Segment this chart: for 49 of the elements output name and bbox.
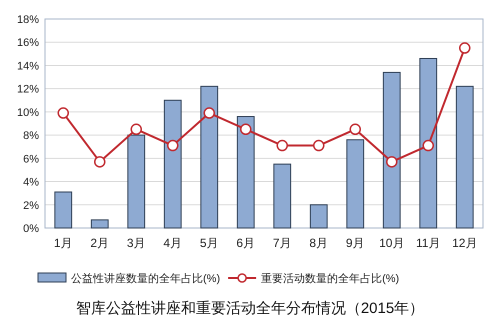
point — [350, 124, 361, 136]
point — [130, 124, 142, 136]
x-tick-label: 6月 — [236, 236, 256, 250]
x-tick-label: 8月 — [309, 236, 328, 250]
bar — [419, 58, 438, 228]
bar — [273, 164, 292, 228]
x-tick-label: 4月 — [163, 236, 182, 250]
point — [58, 107, 69, 119]
bar — [382, 72, 401, 228]
y-tick-label: 14% — [16, 60, 40, 72]
y-tick-label: 16% — [16, 37, 40, 50]
point — [94, 156, 106, 168]
y-tick-label: 4% — [23, 176, 40, 189]
point — [313, 140, 324, 152]
point — [167, 140, 178, 152]
y-tick-label: 2% — [23, 200, 40, 212]
bar — [236, 116, 255, 228]
y-tick-label: 8% — [23, 130, 40, 142]
x-tick-label: 12月 — [452, 236, 478, 250]
x-tick-label: 3月 — [126, 236, 146, 250]
bar — [310, 204, 328, 228]
point — [422, 140, 434, 152]
x-tick-label: 11月 — [416, 236, 440, 250]
y-tick-label: 10% — [16, 106, 40, 119]
x-tick-label: 9月 — [346, 236, 365, 250]
point — [276, 140, 288, 152]
bar — [90, 219, 109, 228]
legend-label: 公益性讲座数量的全年占比(%) — [71, 272, 220, 285]
x-tick-label: 10月 — [379, 236, 404, 250]
bar — [200, 86, 218, 228]
x-tick-label: 7月 — [272, 236, 292, 250]
point — [240, 124, 252, 136]
legend-label: 重要活动数量的全年占比(%) — [261, 272, 400, 285]
text: 智库公益性讲座和重要活动全年分布情况（2015年） — [76, 300, 424, 317]
point — [204, 107, 215, 119]
point — [386, 156, 398, 168]
point — [459, 42, 470, 54]
bar — [54, 192, 72, 228]
x-tick-label: 1月 — [54, 236, 73, 250]
y-tick-label: 18% — [16, 14, 40, 26]
bar — [456, 86, 474, 228]
bar — [127, 134, 146, 228]
y-tick-label: 12% — [16, 84, 40, 96]
x-tick-label: 5月 — [200, 236, 219, 250]
bar — [164, 100, 182, 228]
x-tick-label: 2月 — [90, 236, 110, 250]
bar — [346, 139, 364, 228]
y-tick-label: 0% — [23, 223, 40, 235]
y-tick-label: 6% — [23, 153, 40, 166]
